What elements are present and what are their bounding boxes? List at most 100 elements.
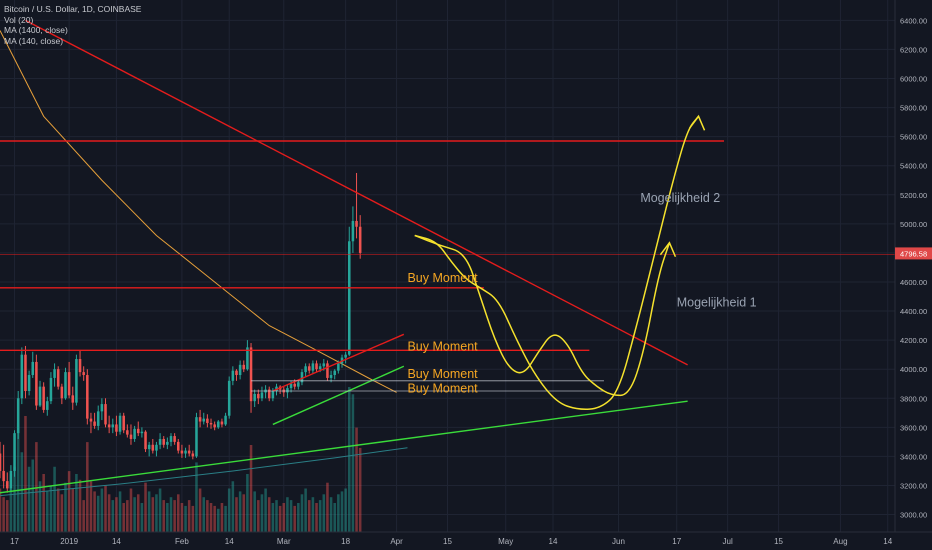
candle-body [20, 354, 24, 399]
volume-bar [220, 503, 224, 532]
volume-bar [155, 494, 158, 532]
volume-bar [46, 491, 49, 532]
candle-body [158, 438, 162, 445]
candle-body [173, 436, 176, 442]
volume-bar [227, 488, 231, 532]
volume-bar [82, 500, 85, 532]
candle-body [122, 415, 125, 431]
price-tick-label: 3200.00 [900, 481, 927, 490]
candle-body [78, 359, 82, 373]
volume-bar [24, 416, 27, 532]
volume-bar [224, 505, 227, 532]
volume-bar [278, 505, 282, 532]
candle-body [289, 383, 293, 389]
volume-bar [100, 488, 104, 532]
volume-bar [184, 505, 187, 532]
volume-bar [187, 500, 191, 532]
volume-bar [144, 482, 147, 532]
candle-body [147, 444, 151, 450]
volume-bar [75, 474, 78, 532]
candle-body [260, 392, 264, 399]
candle-body [318, 366, 322, 370]
candle-body [75, 359, 78, 403]
price-tick-label: 3400.00 [900, 452, 927, 461]
legend-title: Bitcoin / U.S. Dollar, 1D, COINBASE [4, 4, 142, 14]
candle-body [13, 433, 16, 471]
candle-body [67, 372, 71, 396]
last-price-tag [895, 247, 932, 260]
candle-body [176, 441, 180, 451]
candle-body [42, 386, 45, 410]
volume-bar [249, 445, 253, 532]
candle-body [133, 428, 136, 439]
price-tick-label: 4600.00 [900, 278, 927, 287]
candle-body [253, 393, 256, 402]
volume-bar [209, 503, 213, 532]
price-tick-label: 3000.00 [900, 511, 927, 520]
candle-body [0, 453, 2, 471]
candle-body [224, 415, 227, 425]
volume-bar [20, 452, 24, 532]
red-channel-top-line [272, 333, 405, 392]
candle-body [151, 444, 155, 451]
volume-bar [129, 488, 133, 532]
candle-body [344, 354, 347, 358]
candle-body [300, 372, 304, 383]
candle-body [86, 375, 89, 419]
volume-bar [347, 387, 351, 532]
volume-bar [140, 503, 144, 532]
volume-bar [257, 500, 260, 532]
candle-body [351, 220, 355, 242]
candle-body [333, 370, 336, 376]
time-tick-label: Jul [723, 537, 733, 546]
volume-bar [67, 471, 71, 532]
candle-body [180, 450, 184, 454]
candle-body [56, 369, 60, 387]
price-axis-background [895, 0, 932, 550]
mogelijkheid-label: Mogelijkheid 1 [677, 296, 757, 310]
candle-body [329, 375, 333, 378]
time-tick-label: 17 [10, 537, 19, 546]
price-tick-label: 4400.00 [900, 307, 927, 316]
volume-bar [282, 503, 286, 532]
candle-body [184, 450, 187, 454]
candle-body [31, 361, 35, 376]
candle-body [322, 363, 326, 367]
candle-body [202, 418, 206, 422]
candle-body [111, 424, 115, 428]
volume-bar [293, 505, 296, 532]
candle-body [169, 436, 173, 442]
candle-body [293, 383, 296, 387]
buy-moment-label: Buy Moment [407, 271, 478, 285]
volume-bar [238, 491, 242, 532]
volume-bar [38, 481, 42, 532]
volume-bar [311, 497, 315, 532]
volume-bar [93, 491, 96, 532]
candle-body [129, 434, 133, 439]
candle-body [315, 363, 318, 370]
candle-body [227, 380, 231, 416]
volume-bar [286, 497, 289, 532]
candle-body [64, 372, 67, 399]
candle-body [100, 404, 104, 412]
volume-bar [322, 494, 326, 532]
price-tick-label: 6400.00 [900, 16, 927, 25]
volume-bar [264, 488, 267, 532]
volume-bar [169, 497, 173, 532]
price-tick-label: 6200.00 [900, 45, 927, 54]
candle-body [195, 417, 198, 457]
time-tick-label: 14 [112, 537, 121, 546]
volume-bar [253, 491, 256, 532]
candle-body [115, 424, 118, 432]
volume-bar [267, 497, 271, 532]
volume-bar [275, 500, 278, 532]
volume-bar [13, 466, 16, 532]
volume-bar [151, 497, 155, 532]
volume-bar [49, 485, 53, 532]
candle-body [249, 347, 253, 402]
candle-body [71, 395, 75, 403]
volume-bar [104, 485, 107, 532]
volume-bar [289, 500, 293, 532]
candle-body [144, 431, 147, 450]
